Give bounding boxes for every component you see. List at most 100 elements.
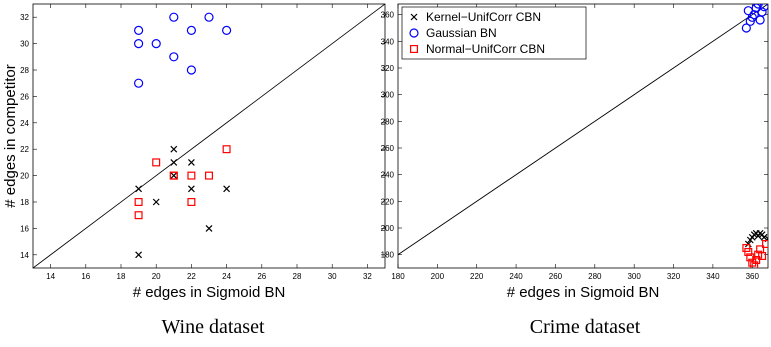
y-tick-label: 340 [381,37,395,46]
y-tick-label: 260 [381,144,395,153]
x-marker-point [746,236,754,244]
x-tick-label: 28 [293,272,302,281]
circle-marker-point [204,12,214,22]
x-marker-point [135,185,143,193]
circle-marker-point [186,65,196,75]
circle-marker-point [759,4,768,12]
series-1 [741,4,768,33]
crime-scatter-panel: 180 200 220 240 260 280 300 320 340 360 180 200 220 2… [381,3,769,338]
x-tick-label: 32 [363,272,372,281]
y-axis-label: # edges in competitor [2,64,19,207]
x-tick-label: 22 [187,272,196,281]
x-marker-point [170,158,178,166]
circle-marker-point [749,10,759,20]
y-tick-label: 24 [20,119,29,128]
y-tick-label: 300 [381,91,395,100]
square-marker-point [205,171,214,180]
y-tick-label: 320 [381,64,395,73]
x-tick-label: 220 [470,272,484,281]
y-tick-label: 180 [381,251,395,260]
y-tick-label: 280 [381,117,395,126]
x-marker-point [187,185,195,193]
x-tick-label: 180 [391,272,405,281]
x-marker-point [170,145,178,153]
x-tick-label: 300 [627,272,641,281]
y-tick-label: 32 [20,13,29,22]
square-marker-point [187,171,196,180]
legend-marker [409,28,419,38]
x-marker-point [223,185,231,193]
circle-marker-point [753,4,763,9]
x-tick-label: 24 [222,272,231,281]
legend-label: Gaussian BN [426,26,497,40]
plot-frame [397,3,769,269]
legend-box [401,6,587,60]
circle-marker-point [755,15,765,25]
legend-marker [410,44,419,53]
x-marker-point [187,158,195,166]
x-tick-label: 320 [667,272,681,281]
x-tick-label: 260 [549,272,563,281]
x-tick-label: 16 [81,272,90,281]
x-marker-point [135,251,143,259]
y-tick-label: 200 [381,224,395,233]
square-marker-point [222,145,231,154]
legend-marker [410,13,418,21]
x-marker-point [760,233,768,241]
circle-marker-point [186,25,196,35]
square-marker-point [762,240,768,249]
data-area [398,4,768,268]
circle-marker-point [757,7,767,17]
plot-frame [32,3,386,269]
legend-label: Kernel−UnifCorr CBN [426,10,541,24]
panel-caption: Wine dataset [161,316,264,338]
legend-label: Normal−UnifCorr CBN [426,42,545,56]
y-tick-label: 240 [381,171,395,180]
circle-marker-point [741,23,751,33]
square-marker-point [169,171,178,180]
square-marker-point [744,248,753,257]
legend: Kernel−UnifCorr CBN Gaussian BN Normal−Uni… [401,6,587,60]
x-tick-label: 360 [746,272,760,281]
y-tick-label: 30 [20,40,29,49]
y-tick-label: 220 [381,197,395,206]
series-2 [134,145,231,220]
circle-marker-point [151,38,161,49]
x-tick-label: 280 [588,272,602,281]
diagonal-line [33,4,385,268]
square-marker-point [134,211,143,220]
square-marker-point [758,252,767,261]
x-tick-label: 200 [431,272,445,281]
y-tick-label: 22 [20,145,29,154]
wine-scatter-panel: 14 16 18 20 22 24 26 28 30 32 14 16 18 20 22 24 26 28 30 32… [2,3,386,338]
square-marker-point [746,253,755,262]
series-0 [135,145,231,259]
circle-marker-point [134,38,144,49]
y-tick-label: 26 [20,92,29,101]
y-tick-label: 360 [381,11,395,20]
square-marker-point [134,198,143,207]
x-marker-point [152,198,160,206]
panel-caption: Crime dataset [530,316,641,338]
x-tick-label: 30 [328,272,337,281]
x-marker-point [170,172,178,180]
circle-marker-point [169,52,179,62]
circle-marker-point [222,25,232,35]
x-tick-label: 240 [509,272,523,281]
square-marker-point [750,261,759,268]
diagonal-line [398,4,768,256]
x-axis-label: # edges in Sigmoid BN [507,284,660,301]
x-tick-label: 20 [152,272,161,281]
y-tick-label: 14 [20,251,29,260]
series-2 [742,240,768,268]
y-tick-label: 20 [20,172,29,181]
y-tick-label: 18 [20,198,29,207]
y-tick-label: 16 [20,224,29,233]
series-1 [134,12,232,88]
x-tick-label: 14 [46,272,55,281]
data-area [33,4,385,268]
x-tick-label: 18 [117,272,126,281]
circle-marker-point [169,12,179,22]
square-marker-point [187,198,196,207]
